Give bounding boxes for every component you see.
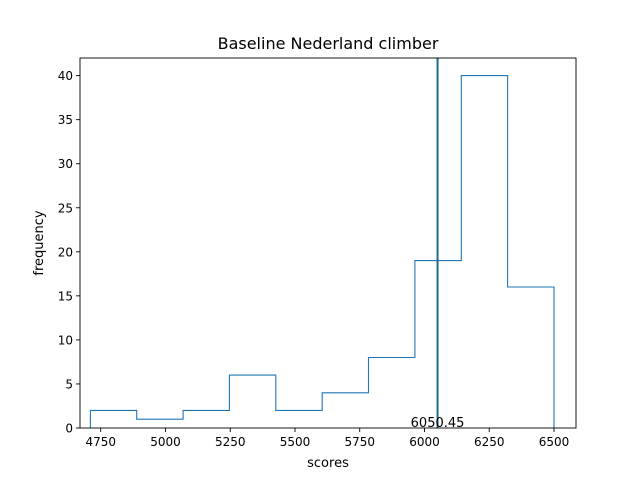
y-tick-label: 5 xyxy=(65,377,73,391)
x-tick-label: 6500 xyxy=(539,435,570,449)
x-tick-label: 6000 xyxy=(409,435,440,449)
x-tick-label: 5250 xyxy=(215,435,246,449)
reference-line-label: 6050.45 xyxy=(411,416,465,431)
y-tick-label: 20 xyxy=(58,245,73,259)
chart-title: Baseline Nederland climber xyxy=(218,34,439,53)
y-tick-label: 10 xyxy=(58,333,73,347)
x-tick-label: 4750 xyxy=(85,435,116,449)
y-tick-label: 30 xyxy=(58,157,73,171)
y-axis-label: frequency xyxy=(32,210,47,276)
y-tick-label: 25 xyxy=(58,201,73,215)
x-axis-label: scores xyxy=(307,456,349,471)
x-tick-label: 5750 xyxy=(344,435,375,449)
x-tick-label: 5500 xyxy=(280,435,311,449)
y-tick-label: 40 xyxy=(58,69,73,83)
plot-frame xyxy=(79,57,577,429)
axis-ticks: 4750 5000 5250 5500 5750 6000 6250 6500 0 5 10 15 20… xyxy=(58,69,570,449)
y-tick-label: 35 xyxy=(58,113,73,127)
x-tick-label: 6250 xyxy=(474,435,505,449)
histogram-step-outline xyxy=(89,75,555,428)
y-tick-label: 0 xyxy=(65,422,73,436)
y-tick-label: 15 xyxy=(58,289,73,303)
x-tick-label: 5000 xyxy=(150,435,181,449)
